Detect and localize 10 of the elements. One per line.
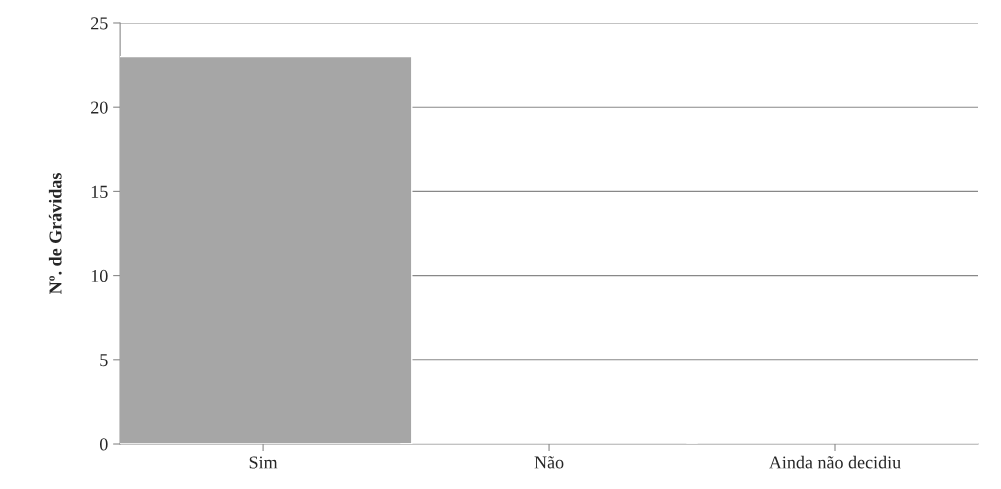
- y-axis-title: Nº. de Grávidas: [48, 173, 62, 295]
- y-tick-label: 25: [91, 17, 108, 30]
- y-tick-label: 20: [91, 101, 108, 114]
- y-tick-label: 5: [100, 354, 108, 367]
- y-tick-label: 15: [91, 185, 108, 198]
- y-tick-label: 10: [91, 269, 108, 283]
- x-tick-label: Ainda não decidiu: [768, 455, 901, 469]
- x-tick-label: Sim: [249, 456, 278, 469]
- x-tick-label: Não: [534, 456, 564, 469]
- y-tick-label: 0: [99, 438, 108, 451]
